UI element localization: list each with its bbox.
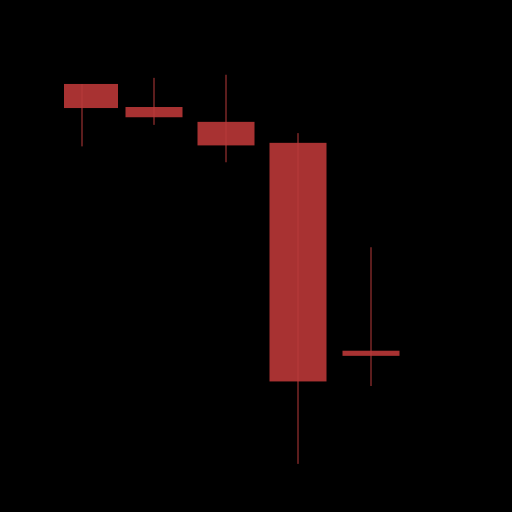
candle-4 (269, 133, 327, 464)
candle-body (64, 83, 118, 109)
candle-2 (125, 77, 183, 125)
candles-layer (64, 74, 400, 464)
candle-1 (64, 83, 118, 147)
candle-3 (197, 74, 255, 163)
candle-5 (342, 247, 400, 387)
